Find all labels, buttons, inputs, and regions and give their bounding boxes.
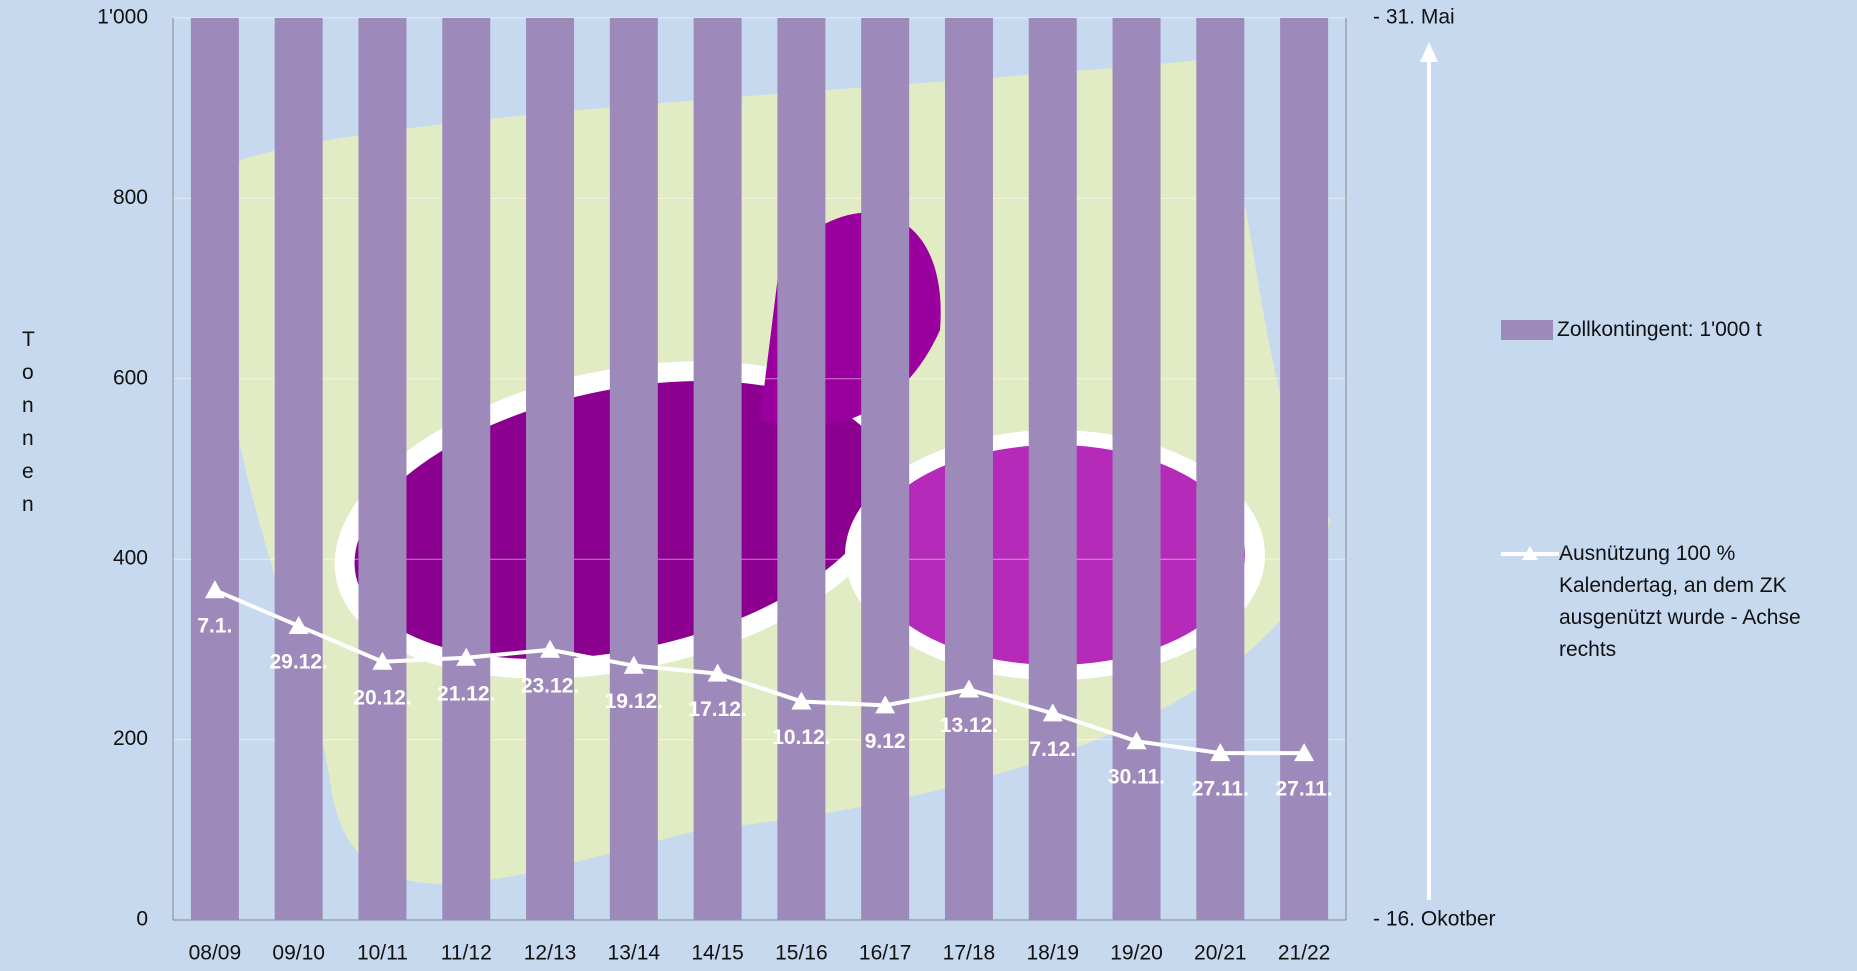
legend-swatch <box>1501 546 1559 560</box>
x-tick-label: 11/12 <box>441 942 492 965</box>
line-marker <box>204 580 225 599</box>
bar <box>693 18 742 920</box>
bar <box>1280 18 1329 920</box>
bar <box>442 18 491 920</box>
data-label: 7.1. <box>197 615 232 638</box>
bar <box>861 18 910 920</box>
bar <box>609 18 658 920</box>
legend-label: Zollkontingent: 1'000 t <box>1557 318 1762 341</box>
x-tick-label: 09/10 <box>272 942 325 965</box>
bar <box>1112 18 1161 920</box>
line-marker <box>791 691 812 710</box>
data-label: 7.12. <box>1029 738 1076 761</box>
data-label: 13.12. <box>940 714 998 737</box>
data-label: 20.12. <box>353 686 411 709</box>
bar <box>1028 18 1077 920</box>
y-tick-label: 1'000 <box>97 6 148 29</box>
line-marker <box>288 615 309 634</box>
line-marker <box>958 679 979 698</box>
legend-label: Ausnützung 100 % Kalendertag, an dem ZK … <box>1559 542 1801 661</box>
data-label: 9.12 <box>865 730 906 753</box>
bar <box>358 18 407 920</box>
y-tick-label: 400 <box>113 547 148 570</box>
line-marker <box>1294 743 1315 762</box>
x-tick-label: 20/21 <box>1194 942 1247 965</box>
line-series <box>214 588 1305 756</box>
y-tick-label: 600 <box>113 366 148 389</box>
line-marker <box>707 663 728 682</box>
x-tick-label: 15/16 <box>775 942 828 965</box>
bar <box>777 18 826 920</box>
legend-swatch <box>1501 320 1553 340</box>
x-tick-label: 12/13 <box>524 942 577 965</box>
bar <box>274 18 323 920</box>
line-marker <box>540 639 561 658</box>
x-tick-label: 18/19 <box>1026 942 1079 965</box>
data-label: 10.12. <box>772 726 830 749</box>
x-tick-label: 13/14 <box>608 942 661 965</box>
line-marker <box>372 651 393 670</box>
line-marker <box>623 655 644 674</box>
bar <box>944 18 993 920</box>
data-label: 19.12. <box>605 690 663 713</box>
x-tick-label: 14/15 <box>691 942 744 965</box>
x-tick-label: 08/09 <box>189 942 242 965</box>
y-tick-label: 200 <box>113 727 148 750</box>
line-marker <box>875 695 896 714</box>
x-tick-label: 10/11 <box>357 942 408 965</box>
bar <box>1196 18 1245 920</box>
x-tick-label: 16/17 <box>859 942 912 965</box>
bar <box>526 18 575 920</box>
y2-tick-label: - 31. Mai <box>1373 6 1455 29</box>
data-label: 30.11. <box>1108 766 1165 789</box>
data-label: 27.11. <box>1275 778 1332 801</box>
data-label: 21.12. <box>437 682 495 705</box>
data-label: 17.12. <box>688 698 746 721</box>
line-marker <box>1042 703 1063 722</box>
y-tick-label: 800 <box>113 186 148 209</box>
line-marker <box>456 647 477 666</box>
data-label: 23.12. <box>521 674 579 697</box>
x-tick-label: 21/22 <box>1278 942 1331 965</box>
bar <box>190 18 239 920</box>
line-marker <box>1210 743 1231 762</box>
y2-tick-label: - 16. Okotber <box>1373 908 1496 931</box>
data-label: 29.12. <box>269 651 327 674</box>
line-marker <box>1126 731 1147 750</box>
x-tick-label: 17/18 <box>943 942 996 965</box>
y-tick-label: 0 <box>136 908 148 931</box>
x-tick-label: 19/20 <box>1110 942 1163 965</box>
data-label: 27.11. <box>1192 778 1249 801</box>
y2-arrowhead <box>1420 42 1438 62</box>
